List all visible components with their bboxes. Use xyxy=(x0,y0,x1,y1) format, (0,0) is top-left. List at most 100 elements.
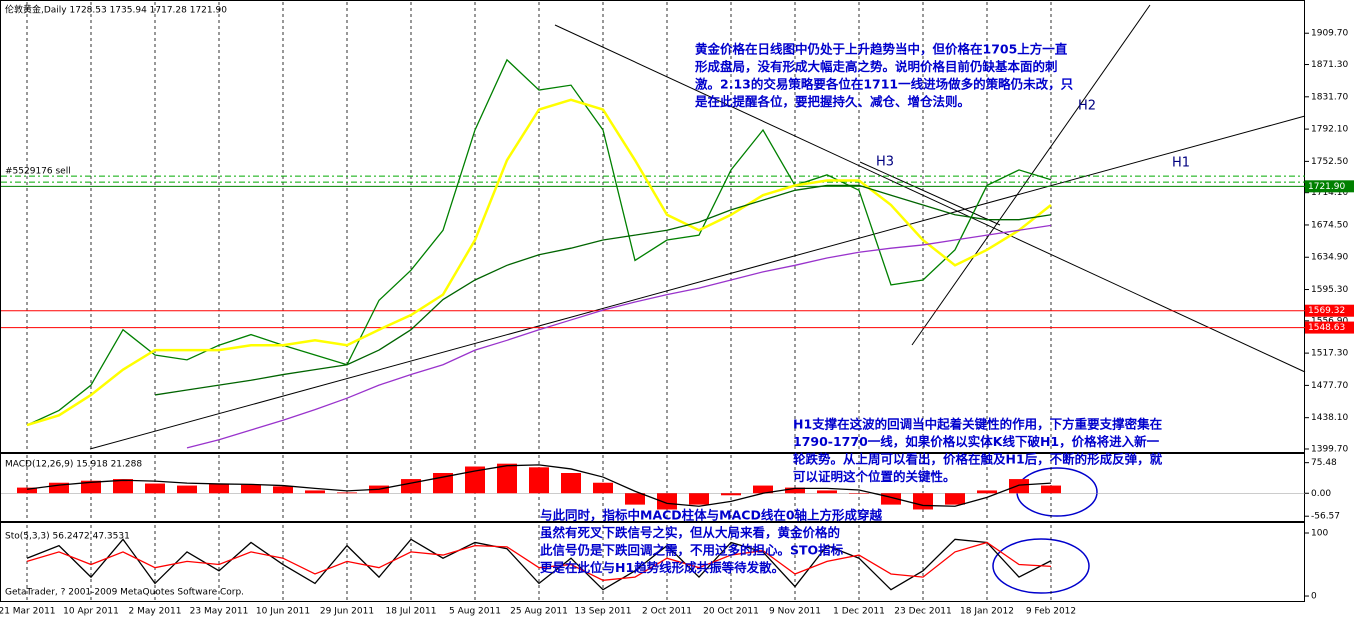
y-tick-label: 1634.90 xyxy=(1311,253,1348,263)
y-tick-label: 0.00 xyxy=(1311,489,1331,499)
histogram-bar xyxy=(241,484,261,494)
y-tick-label: 1831.70 xyxy=(1311,92,1348,102)
trendline-label: H1 xyxy=(1172,156,1190,171)
series-line xyxy=(26,58,1052,426)
y-tick-label: 1752.50 xyxy=(1311,157,1348,167)
x-tick-label: 9 Nov 2011 xyxy=(769,607,821,617)
frames xyxy=(0,0,1305,602)
sto-frame xyxy=(0,522,1305,602)
y-tick-label: 1792.10 xyxy=(1311,125,1348,135)
annotation: 轮跌势。从上周可以看出，价格在触及H1后，不断的形成反弹，就 xyxy=(793,452,1163,467)
histogram-bar xyxy=(17,487,37,494)
histogram-bar xyxy=(145,483,165,494)
y-tick-label: 100 xyxy=(1311,529,1328,539)
histogram-bar xyxy=(273,486,293,494)
histogram-bar xyxy=(593,482,613,494)
histogram-bar xyxy=(81,480,101,494)
trendline-label: H2 xyxy=(1078,99,1096,114)
histogram-bar xyxy=(753,485,773,494)
y-tick-label: 1517.30 xyxy=(1311,349,1348,359)
annotation: 是在此提醒各位，要把握持久、减仓、增仓法则。 xyxy=(694,94,970,109)
trendline-h2 xyxy=(911,4,1151,346)
y-tick-label: -56.57 xyxy=(1311,512,1340,522)
x-tick-label: 13 Sep 2011 xyxy=(574,607,631,617)
x-tick-label: 1 Dec 2011 xyxy=(833,607,885,617)
histogram-bar xyxy=(113,479,133,494)
price-tag-label: 1548.63 xyxy=(1308,323,1345,333)
x-tick-label: 5 Aug 2011 xyxy=(449,607,501,617)
trendline-label: H3 xyxy=(876,155,894,170)
histogram-bar xyxy=(625,493,645,505)
histogram-bar xyxy=(689,493,709,505)
y-tick-label: 1438.10 xyxy=(1311,413,1348,423)
main-frame xyxy=(0,0,1305,453)
histogram-bar xyxy=(465,466,485,494)
y-tick-label: 1909.70 xyxy=(1311,29,1348,39)
histogram-bar xyxy=(945,493,965,505)
y-tick-label: 1477.70 xyxy=(1311,381,1348,391)
x-tick-label: 21 Mar 2011 xyxy=(0,607,56,617)
x-tick-label: 25 Aug 2011 xyxy=(510,607,568,617)
x-tick-label: 20 Oct 2011 xyxy=(703,607,759,617)
annotation: 更是在此位与H1趋势线形成共振等待发散。 xyxy=(540,560,784,575)
price-tag xyxy=(1305,304,1354,317)
histogram-bar xyxy=(721,493,741,496)
y-tick-label: 0 xyxy=(1311,592,1317,602)
order-label: #5529176 sell xyxy=(5,167,71,177)
y-tick-label: 1399.70 xyxy=(1311,444,1348,454)
annotation: 可以证明这个位置的关键性。 xyxy=(793,469,956,484)
histogram-bar xyxy=(785,487,805,494)
histogram-bar xyxy=(977,490,997,494)
copyright: GetaTrader, ? 2001-2009 MetaQuotes Softw… xyxy=(5,588,244,598)
trendline-h1 xyxy=(89,115,1306,450)
circle xyxy=(992,538,1090,594)
histogram-bar xyxy=(209,483,229,494)
y-tick-label: 1674.50 xyxy=(1311,220,1348,230)
macd-title: MACD(12,26,9) 15.918 21.288 xyxy=(5,460,142,470)
annotation: 黄金价格在日线图中仍处于上升趋势当中，但价格在1705上方一直 xyxy=(695,42,1068,57)
histogram-bar xyxy=(1041,485,1061,494)
annotation: 此信号仍是下跌回调之需，不用过多的担心。STO指标 xyxy=(540,543,844,558)
histogram-bar xyxy=(305,490,325,494)
histogram-bar xyxy=(529,467,549,494)
trendlines xyxy=(89,4,1306,450)
histogram-bar xyxy=(849,493,869,494)
x-tick-label: 9 Feb 2012 xyxy=(1026,607,1076,617)
price-tag xyxy=(1305,321,1354,334)
chart-title: 伦敦黄金,Daily 1728.53 1735.94 1717.28 1721.… xyxy=(5,4,227,16)
histogram-bar xyxy=(497,463,517,494)
series-line xyxy=(186,224,1052,449)
annotation: 虽然有死叉下跌信号之实，但从大局来看，黄金价格的 xyxy=(540,525,840,540)
series-line xyxy=(26,464,1052,507)
sto-title: Sto(5,3,3) 56.2472 47.3531 xyxy=(5,532,130,542)
y-tick-label: 1871.30 xyxy=(1311,60,1348,70)
annotation: 形成盘局，没有形成大幅走高之势。说明价格目前仍缺基本面的刺 xyxy=(695,59,1058,74)
y-tick-label: 1714.10 xyxy=(1311,188,1348,198)
histogram-bar xyxy=(881,493,901,505)
x-tick-label: 23 Dec 2011 xyxy=(894,607,952,617)
histogram-bar xyxy=(177,485,197,494)
histogram-bar xyxy=(561,473,581,494)
y-tick-label: 1556.90 xyxy=(1311,316,1348,326)
macd-frame xyxy=(0,453,1305,522)
price-tag-label: 1721.90 xyxy=(1308,182,1345,192)
x-tick-label: 18 Jul 2011 xyxy=(386,607,437,617)
annotation: 激。2.13的交易策略要各位在1711一线进场做多的策略仍未改，只 xyxy=(695,77,1074,92)
price-tag-label: 1569.32 xyxy=(1308,306,1345,316)
trendline-down xyxy=(554,24,1306,373)
series-line xyxy=(154,184,1052,396)
annotation: H1支撑在这波的回调当中起着关键性的作用，下方重要支撑密集在 xyxy=(793,417,1162,432)
histogram-bar xyxy=(337,492,357,494)
x-tick-label: 18 Jan 2012 xyxy=(960,607,1014,617)
y-tick-label: 75.48 xyxy=(1311,458,1337,468)
histogram-bar xyxy=(817,490,837,494)
y-tick-label: 1595.30 xyxy=(1311,285,1348,295)
x-tick-label: 2 Oct 2011 xyxy=(642,607,692,617)
x-tick-label: 23 May 2011 xyxy=(190,607,249,617)
x-tick-label: 2 May 2011 xyxy=(129,607,182,617)
histogram-bar xyxy=(1009,479,1029,494)
x-tick-label: 29 Jun 2011 xyxy=(320,607,374,617)
